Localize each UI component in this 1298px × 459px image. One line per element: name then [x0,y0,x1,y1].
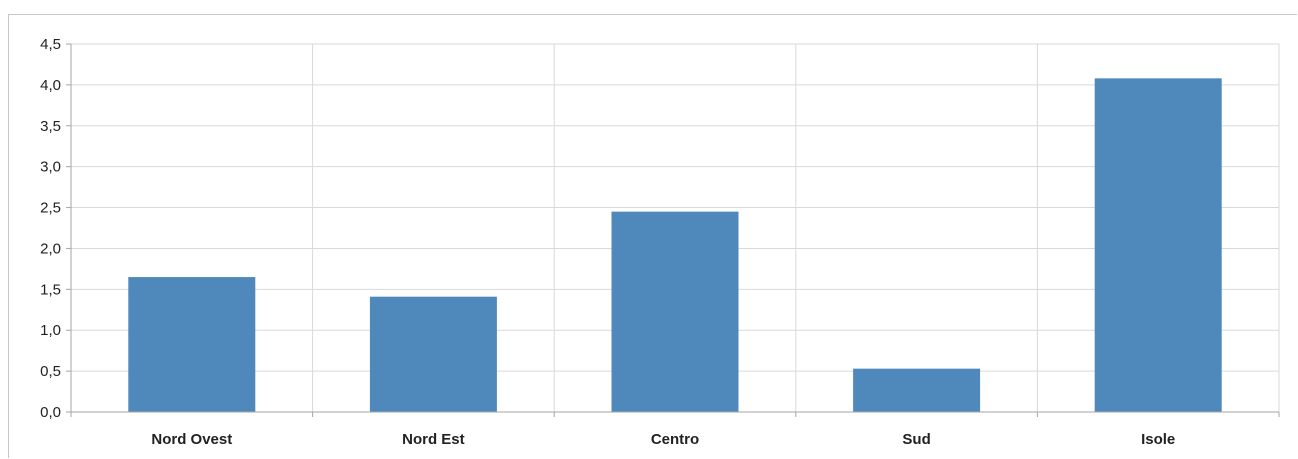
y-tick-label: 3,5 [40,118,61,135]
y-tick-label: 1,0 [40,322,61,339]
y-tick-label: 4,5 [40,36,61,53]
y-tick-label: 2,0 [40,240,61,257]
x-tick-label: Sud [902,431,930,448]
bar-centro [611,211,739,412]
x-tick-label: Isole [1141,431,1175,448]
bar-nord-ovest [128,277,256,412]
y-tick-labels: 0,0 0,5 1,0 1,5 2,0 2,5 3,0 3,5 4,0 4,5 [40,36,61,421]
y-tick-label: 2,5 [40,200,61,217]
bar-sud [853,368,981,412]
x-tick-label: Nord Est [402,431,465,448]
bar-isole [1094,78,1222,412]
x-tick-labels: Nord Ovest Nord Est Centro Sud Isole [151,431,1175,448]
y-tick-label: 0,5 [40,363,61,380]
y-tick-label: 3,0 [40,159,61,176]
bars [128,78,1222,412]
chart-frame [8,14,1297,458]
x-tick-label: Nord Ovest [151,431,232,448]
axes [66,43,1280,417]
y-tick-label: 1,5 [40,281,61,298]
x-tick-label: Centro [651,431,699,448]
y-tick-label: 4,0 [40,77,61,94]
y-tick-label: 0,0 [40,404,61,421]
bar-nord-est [369,296,497,412]
